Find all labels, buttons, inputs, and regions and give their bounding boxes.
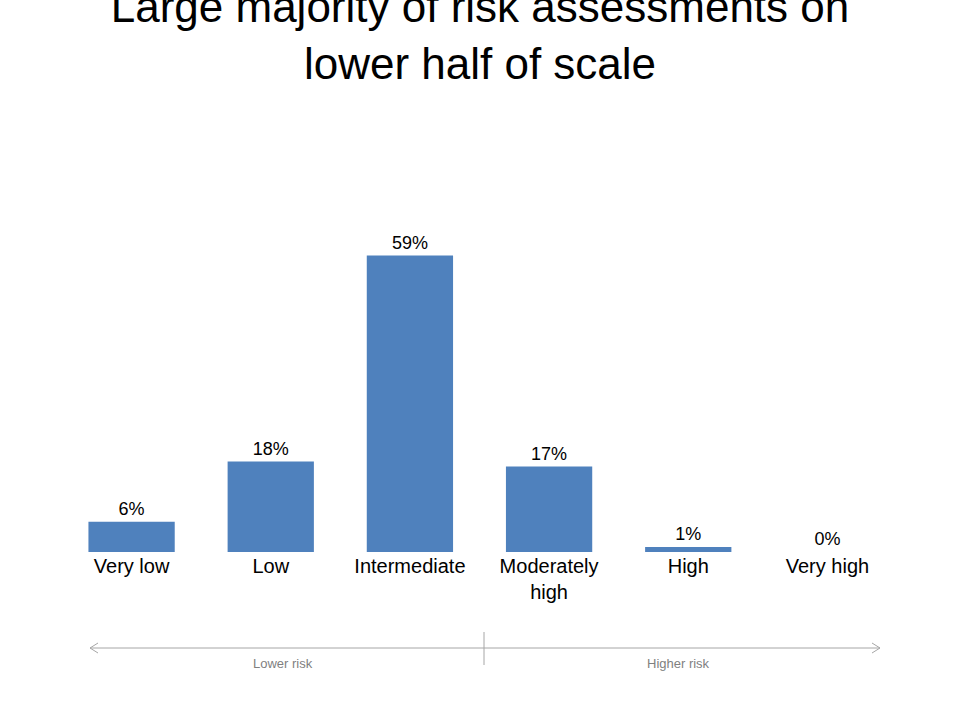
svg-text:Very low: Very low	[94, 555, 170, 577]
svg-text:6%: 6%	[119, 499, 145, 519]
svg-text:Moderatelyhigh: Moderatelyhigh	[500, 555, 599, 603]
svg-text:Low: Low	[252, 555, 289, 577]
svg-text:1%: 1%	[675, 524, 701, 544]
svg-text:Higher risk: Higher risk	[647, 656, 710, 671]
svg-text:Lower risk: Lower risk	[253, 656, 313, 671]
svg-text:18%: 18%	[253, 439, 289, 459]
svg-text:17%: 17%	[531, 444, 567, 464]
svg-text:Very high: Very high	[786, 555, 869, 577]
svg-text:0%: 0%	[814, 529, 840, 549]
svg-text:59%: 59%	[392, 233, 428, 253]
svg-text:High: High	[668, 555, 709, 577]
svg-text:Large majority of risk assessm: Large majority of risk assessments onlow…	[111, 0, 850, 88]
svg-text:Intermediate: Intermediate	[354, 555, 465, 577]
